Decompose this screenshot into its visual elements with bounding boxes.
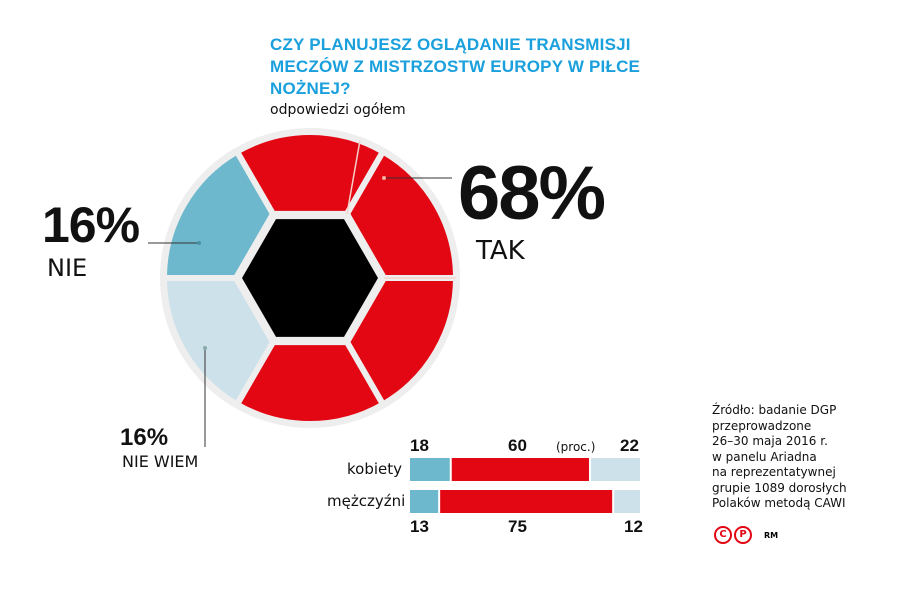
pie-slice-nie (161, 148, 276, 281)
author-initials: RM (764, 530, 779, 540)
data-label: 18 (410, 436, 429, 455)
category-label: kobiety (347, 460, 403, 478)
bar-kobiety-2 (590, 458, 640, 481)
nie-label: NIE (47, 254, 88, 282)
center-hexagon (242, 219, 378, 337)
leader-dot (382, 176, 386, 180)
source-line: 26–30 maja 2016 r. (712, 434, 828, 448)
data-label: 60 (508, 436, 527, 455)
unit-label: (proc.) (556, 440, 596, 454)
tak-value: 68% (458, 151, 606, 236)
pie-slice-tak (344, 275, 459, 408)
data-label: 13 (410, 517, 429, 536)
leader-dot (203, 346, 207, 350)
category-label: mężczyźni (327, 492, 406, 510)
chart-title: CZY PLANUJESZ OGLĄDANIE TRANSMISJI MECZÓ… (270, 35, 641, 98)
credits: C P RM (714, 526, 778, 544)
bar-kobiety-1 (451, 458, 589, 481)
p-icon: P (734, 526, 752, 544)
source-note: Źródło: badanie DGP przeprowadzone 26–30… (712, 403, 847, 512)
tak-label: TAK (476, 236, 525, 266)
data-label: 12 (624, 517, 643, 536)
nie-wiem-label: NIE WIEM (122, 452, 199, 471)
data-label: 75 (508, 517, 527, 536)
leader-dot (197, 241, 201, 245)
pie-slice-tak (344, 148, 459, 281)
source-line: na reprezentatywnej (712, 465, 836, 479)
pie-slice-tak (234, 339, 386, 427)
pie-slice-tak (234, 129, 386, 217)
bar-mężczyźni-2 (614, 490, 640, 513)
bar-mężczyźni-1 (440, 490, 613, 513)
pie-divider (346, 140, 361, 215)
source-line: grupie 1089 dorosłych (712, 480, 847, 495)
pie-slice-nie-wiem (161, 275, 276, 408)
source-line: Polaków metodą CAWI (712, 496, 846, 510)
bar-mężczyźni-0 (410, 490, 439, 513)
nie-value: 16% (42, 197, 140, 253)
data-label: 22 (620, 436, 639, 455)
chart-subtitle: odpowiedzi ogółem (270, 102, 406, 118)
source-line: w panelu Ariadna (712, 449, 817, 464)
nie-wiem-value: 16% (120, 424, 169, 451)
bar-kobiety-0 (410, 458, 450, 481)
source-line: przeprowadzone (712, 418, 812, 433)
copyright-icon: C (714, 526, 732, 544)
source-line: Źródło: badanie DGP (712, 403, 837, 417)
